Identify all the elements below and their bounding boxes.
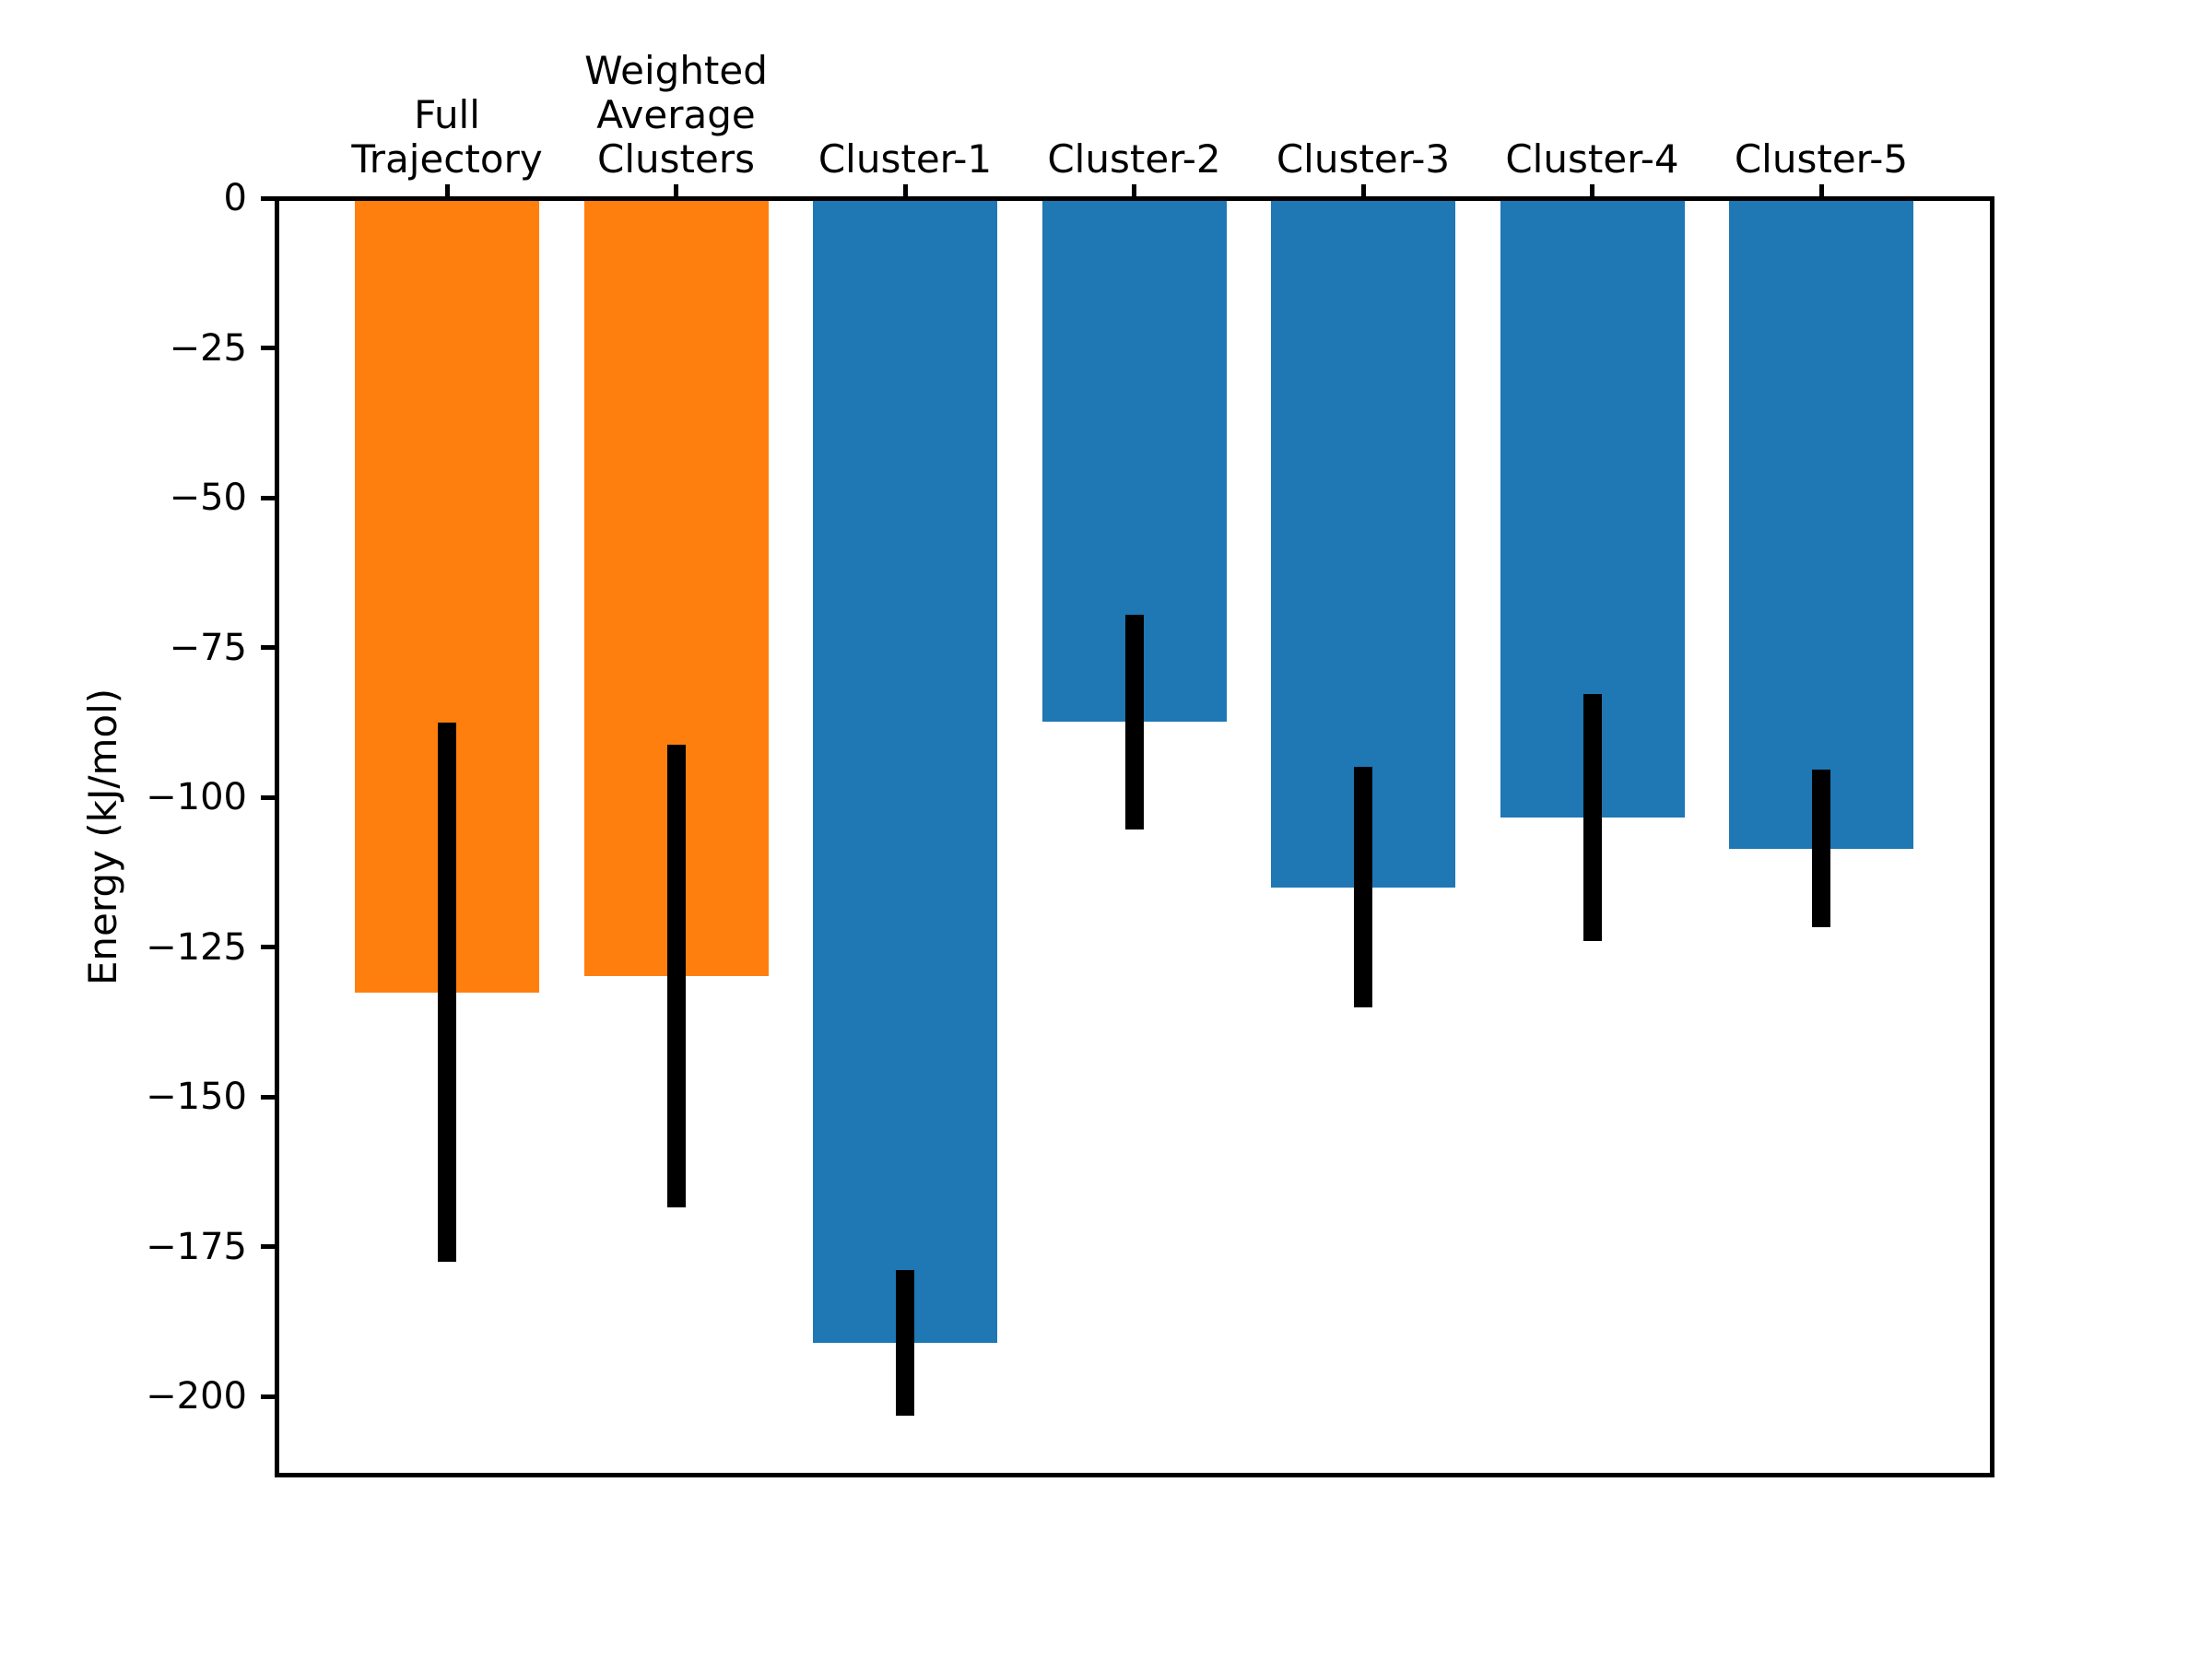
x-tick-5 <box>1360 184 1366 198</box>
y-tick-label-5: −100 <box>146 776 247 819</box>
y-tick-label-9: −200 <box>146 1375 247 1418</box>
y-tick-label-1: 0 <box>223 177 247 219</box>
error-bar-3 <box>896 1270 914 1416</box>
axis-spine-top <box>274 195 1994 201</box>
y-tick-6 <box>261 945 276 950</box>
y-tick-8 <box>261 1244 276 1250</box>
x-tick-6 <box>1590 184 1594 198</box>
x-tick-2 <box>674 184 678 198</box>
y-tick-2 <box>261 346 276 351</box>
y-tick-label-4: −75 <box>169 626 247 669</box>
y-tick-label-2: −25 <box>169 326 247 370</box>
x-tick-7 <box>1818 184 1824 198</box>
axis-spine-right <box>1989 195 1994 1477</box>
x-tick-3 <box>902 184 908 198</box>
axis-spine-bottom <box>274 1472 1994 1477</box>
axis-spine-left <box>274 195 279 1477</box>
error-bar-2 <box>666 745 686 1207</box>
x-tick-label-2: Weighted Average Clusters <box>584 48 768 182</box>
error-bar-4 <box>1124 614 1144 830</box>
y-tick-1 <box>261 195 276 201</box>
x-tick-label-4: Cluster-2 <box>1047 136 1221 182</box>
x-tick-4 <box>1132 184 1136 198</box>
y-tick-9 <box>261 1394 276 1399</box>
x-tick-label-3: Cluster-1 <box>818 136 993 182</box>
y-tick-label-3: −50 <box>169 477 247 520</box>
error-bar-7 <box>1812 769 1830 928</box>
y-tick-label-8: −175 <box>146 1225 247 1268</box>
y-tick-3 <box>261 495 276 500</box>
x-tick-label-7: Cluster-5 <box>1734 136 1909 182</box>
x-tick-label-1: Full Trajectory <box>351 92 543 182</box>
bar-3 <box>813 198 997 1343</box>
x-tick-label-6: Cluster-4 <box>1505 136 1679 182</box>
y-tick-5 <box>261 794 276 800</box>
x-tick-label-5: Cluster-3 <box>1276 136 1451 182</box>
error-bar-5 <box>1354 767 1372 1008</box>
bar-7 <box>1729 198 1913 849</box>
y-tick-label-7: −150 <box>146 1076 247 1119</box>
error-bar-6 <box>1583 694 1602 942</box>
y-tick-label-6: −125 <box>146 925 247 969</box>
error-bar-1 <box>438 722 456 1263</box>
y-tick-4 <box>261 645 276 651</box>
x-tick-1 <box>444 184 450 198</box>
y-tick-7 <box>261 1094 276 1100</box>
